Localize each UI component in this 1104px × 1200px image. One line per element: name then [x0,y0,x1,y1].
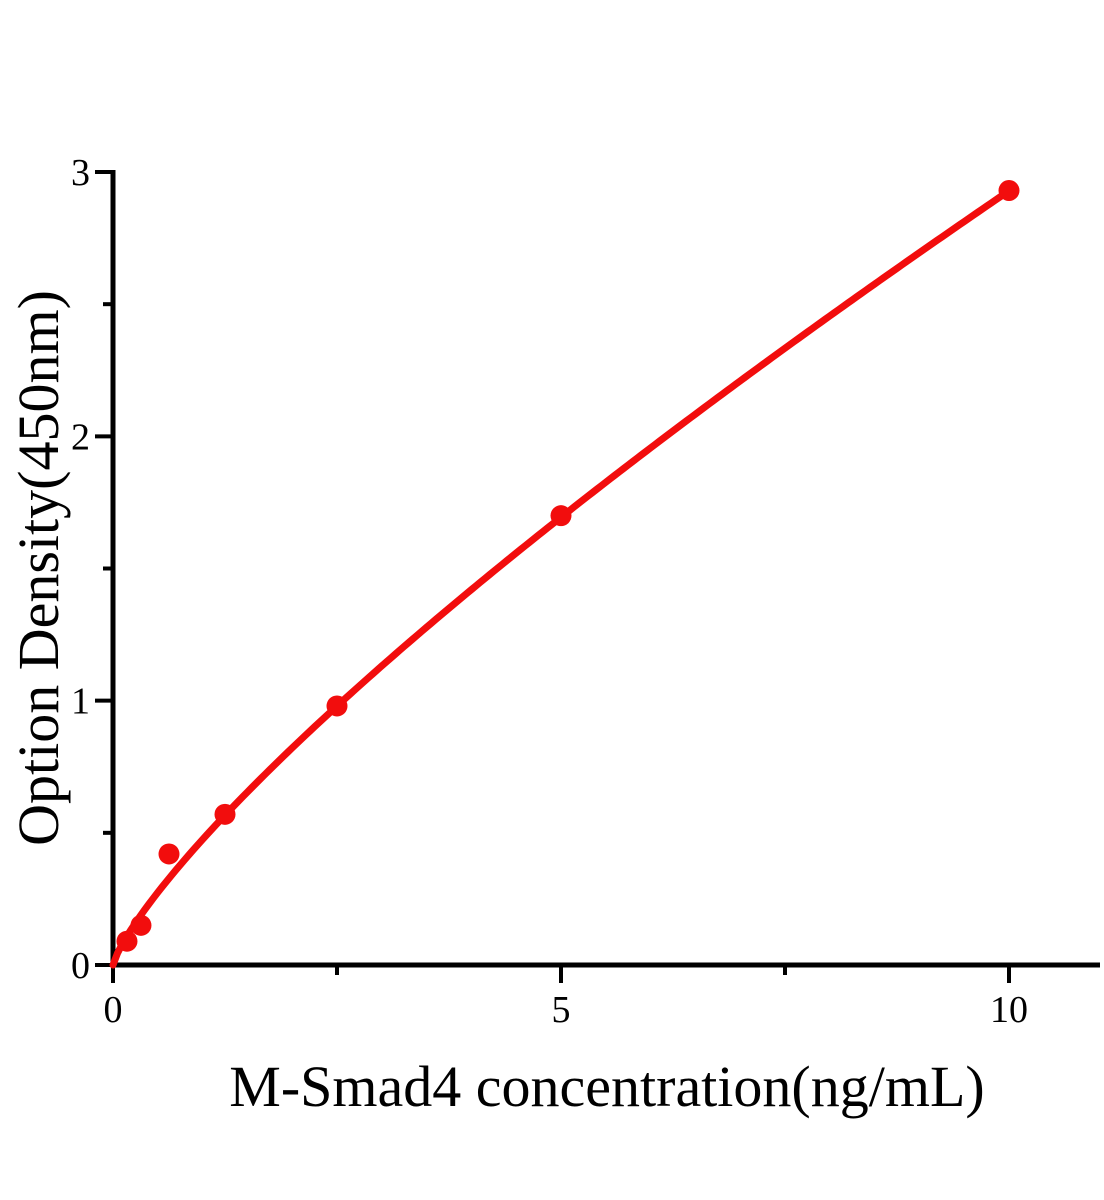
series-layer [109,180,1020,969]
x-tick-label: 0 [104,989,123,1031]
y-tick-label: 0 [71,945,90,987]
y-axis-title: Option Density(450nm) [6,290,71,846]
data-point [214,803,236,825]
y-tick-label: 1 [71,681,90,723]
data-point [158,843,180,865]
data-point [116,930,138,952]
y-tick-label: 2 [71,416,90,458]
data-point [326,695,348,717]
data-point [998,180,1020,202]
axes-layer: 0 5 10 0 1 2 3 [71,152,1100,1031]
x-tick-label: 5 [552,989,571,1031]
fit-curve [109,187,1013,969]
y-tick-label: 3 [71,152,90,194]
x-tick-label: 10 [990,989,1028,1031]
data-point [550,505,572,527]
x-axis-title: M-Smad4 concentration(ng/mL) [229,1054,984,1119]
data-point [130,914,152,936]
